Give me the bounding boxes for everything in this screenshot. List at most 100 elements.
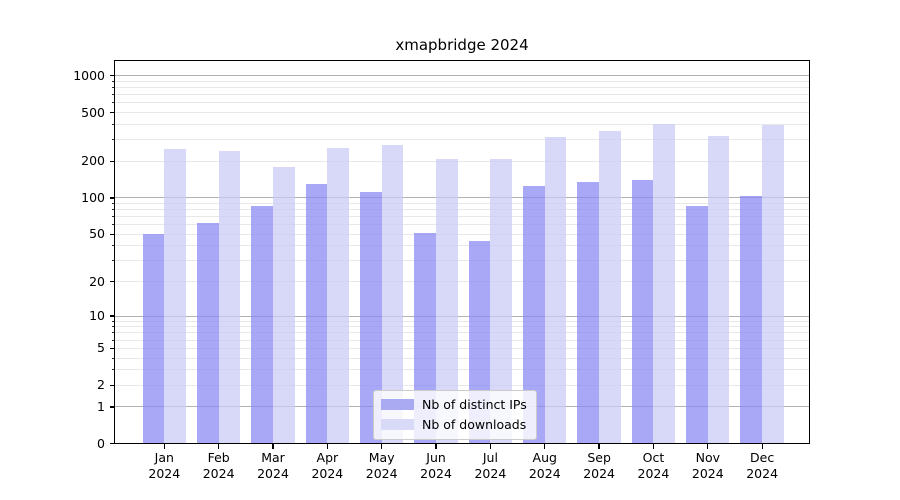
x-tick-year-may: 2024 bbox=[365, 465, 398, 481]
x-tick-month-mar: Mar bbox=[261, 450, 285, 465]
x-tick-label-jun: Jun 2024 bbox=[408, 450, 464, 481]
y-tick-label-1000: 1000 bbox=[73, 67, 105, 83]
y-minor-tick-mark-3 bbox=[111, 369, 114, 371]
y-tick-label-500: 500 bbox=[81, 104, 105, 120]
x-tick-year-oct: 2024 bbox=[637, 465, 670, 481]
x-tick-month-oct: Oct bbox=[642, 450, 665, 465]
y-tick-label-2: 2 bbox=[97, 377, 105, 393]
x-tick-year-aug: 2024 bbox=[528, 465, 561, 481]
x-tick-mark-oct bbox=[652, 444, 655, 449]
x-tick-month-apr: Apr bbox=[316, 450, 339, 465]
bar-downloads-aug bbox=[544, 136, 567, 444]
x-tick-month-sep: Sep bbox=[587, 450, 611, 465]
y-tick-label-5: 5 bbox=[97, 340, 105, 356]
gridline-minor-40 bbox=[114, 245, 810, 247]
gridline-minor-80 bbox=[114, 209, 810, 211]
x-tick-month-dec: Dec bbox=[750, 450, 775, 465]
gridline-minor-4 bbox=[114, 357, 810, 359]
x-tick-month-jun: Jun bbox=[426, 450, 446, 465]
x-tick-label-oct: Oct 2024 bbox=[625, 450, 681, 481]
x-tick-year-feb: 2024 bbox=[202, 465, 235, 481]
y-tick-mark-5 bbox=[109, 347, 114, 349]
x-tick-mark-jun bbox=[435, 444, 437, 449]
bar-distinct-ips-sep bbox=[577, 182, 600, 444]
y-minor-tick-mark-700 bbox=[111, 94, 114, 96]
y-tick-label-10: 10 bbox=[89, 308, 105, 324]
gridline-minor-800 bbox=[114, 87, 810, 89]
y-minor-tick-mark-900 bbox=[111, 80, 114, 82]
legend-label-downloads: Nb of downloads bbox=[422, 417, 527, 432]
gridline-minor-200 bbox=[114, 160, 810, 162]
y-minor-tick-mark-300 bbox=[111, 139, 114, 141]
x-tick-month-may: May bbox=[368, 450, 395, 465]
y-minor-tick-mark-80 bbox=[111, 209, 114, 211]
gridline-minor-6 bbox=[114, 339, 810, 341]
y-minor-tick-mark-4 bbox=[111, 357, 114, 359]
bar-distinct-ips-may bbox=[360, 191, 382, 444]
y-tick-label-50: 50 bbox=[89, 226, 105, 242]
bar-distinct-ips-aug bbox=[523, 185, 545, 444]
gridline-minor-5 bbox=[114, 347, 810, 349]
x-tick-month-jan: Jan bbox=[154, 450, 174, 465]
x-tick-mark-mar bbox=[272, 444, 274, 449]
gridline-minor-600 bbox=[114, 102, 810, 104]
bar-distinct-ips-nov bbox=[686, 205, 708, 444]
bar-downloads-jan bbox=[164, 148, 186, 444]
x-tick-month-aug: Aug bbox=[532, 450, 557, 465]
bar-downloads-nov bbox=[707, 136, 730, 444]
bar-downloads-oct bbox=[653, 124, 676, 444]
x-tick-mark-apr bbox=[326, 444, 328, 449]
y-tick-label-20: 20 bbox=[89, 273, 105, 289]
y-tick-mark-200 bbox=[109, 160, 114, 162]
bar-distinct-ips-mar bbox=[251, 206, 273, 444]
y-tick-mark-0 bbox=[109, 443, 114, 445]
x-tick-mark-nov bbox=[707, 444, 709, 449]
bar-downloads-mar bbox=[273, 166, 295, 444]
plot-area: Nb of distinct IPs Nb of downloads bbox=[114, 59, 810, 444]
y-minor-tick-mark-8 bbox=[111, 326, 114, 328]
x-tick-year-dec: 2024 bbox=[746, 465, 779, 481]
bar-downloads-dec bbox=[762, 125, 784, 444]
gridline-minor-70 bbox=[114, 216, 810, 218]
legend-swatch-distinct-ips bbox=[381, 399, 414, 410]
y-tick-mark-100 bbox=[109, 197, 114, 199]
bar-downloads-jun bbox=[436, 158, 458, 444]
x-tick-year-jan: 2024 bbox=[148, 465, 181, 481]
gridline-minor-60 bbox=[114, 224, 810, 226]
gridline-minor-300 bbox=[114, 139, 810, 141]
gridline-minor-700 bbox=[114, 94, 810, 96]
y-minor-tick-mark-6 bbox=[111, 339, 114, 341]
y-minor-tick-mark-9 bbox=[111, 320, 114, 322]
y-minor-tick-mark-400 bbox=[111, 123, 114, 125]
gridline-minor-7 bbox=[114, 332, 810, 334]
gridline-minor-2 bbox=[114, 384, 810, 386]
x-tick-mark-jul bbox=[489, 444, 492, 449]
x-tick-year-jun: 2024 bbox=[420, 465, 452, 481]
gridline-minor-8 bbox=[114, 326, 810, 328]
y-tick-label-200: 200 bbox=[81, 153, 105, 169]
y-tick-mark-1000 bbox=[109, 74, 114, 77]
y-minor-tick-mark-90 bbox=[111, 202, 114, 204]
gridline-major-1000 bbox=[114, 75, 810, 77]
legend-label-distinct-ips: Nb of distinct IPs bbox=[422, 397, 527, 412]
chart-title: xmapbridge 2024 bbox=[395, 36, 529, 54]
gridline-minor-9 bbox=[114, 320, 810, 322]
x-tick-year-mar: 2024 bbox=[257, 465, 289, 481]
x-tick-label-may: May 2024 bbox=[354, 450, 410, 481]
gridline-minor-50 bbox=[114, 233, 810, 235]
y-tick-label-100: 100 bbox=[81, 189, 105, 205]
x-tick-label-dec: Dec 2024 bbox=[734, 450, 790, 481]
gridline-major-10 bbox=[114, 315, 810, 317]
gridline-minor-30 bbox=[114, 260, 810, 262]
x-tick-mark-feb bbox=[218, 444, 220, 449]
x-tick-mark-sep bbox=[598, 444, 600, 449]
bar-distinct-ips-jan bbox=[142, 234, 165, 444]
y-minor-tick-mark-30 bbox=[111, 260, 114, 262]
y-minor-tick-mark-800 bbox=[111, 87, 114, 89]
bar-downloads-apr bbox=[327, 148, 350, 444]
y-tick-mark-1 bbox=[109, 406, 114, 408]
y-tick-label-0: 0 bbox=[97, 435, 105, 451]
x-tick-label-nov: Nov 2024 bbox=[680, 450, 736, 481]
gridline-minor-500 bbox=[114, 112, 810, 114]
